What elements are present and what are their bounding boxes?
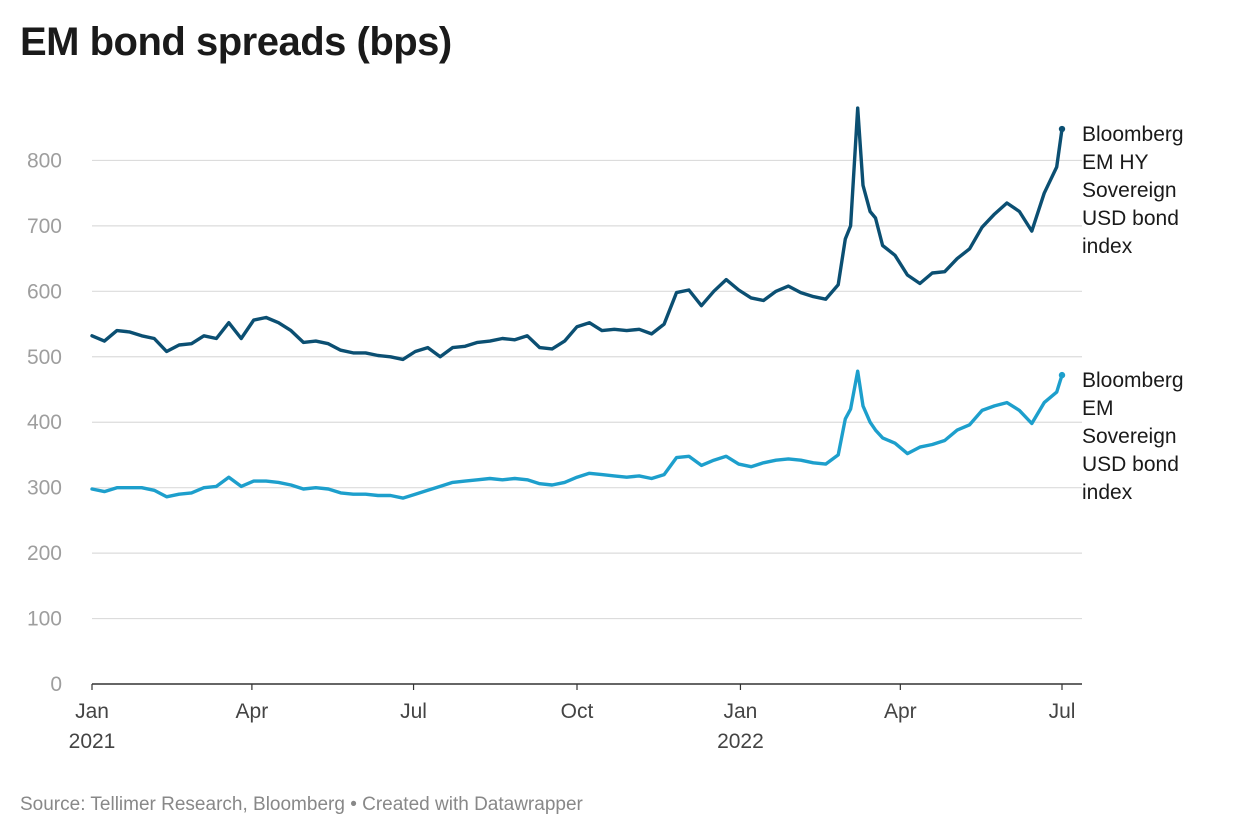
series-label-1-line-3: USD bond — [1082, 453, 1179, 476]
chart-footer: Source: Tellimer Research, Bloomberg • C… — [20, 794, 583, 816]
x-axis-ticks: Jan 2021 Apr Jul Oct Jan 2022 Apr Jul — [69, 684, 1076, 753]
series-lines — [90, 106, 1066, 500]
x-tick-label-1: Apr — [236, 700, 269, 723]
series-label-0-line-0: Bloomberg — [1082, 123, 1184, 146]
x-tick-year-4: 2022 — [717, 730, 764, 753]
series-label-0-line-1: EM HY — [1082, 151, 1149, 174]
chart-title: EM bond spreads (bps) — [20, 20, 452, 64]
series-label-0-line-3: USD bond — [1082, 207, 1179, 230]
series-line-1 — [90, 369, 1064, 500]
series-label-0-line-2: Sovereign — [1082, 179, 1177, 202]
series-label-1-line-1: EM — [1082, 397, 1114, 420]
x-tick-label-2: Jul — [400, 700, 427, 723]
created-with-note: Created with Datawrapper — [362, 794, 583, 815]
y-tick-label-100: 100 — [27, 608, 62, 631]
x-tick-label-6: Jul — [1049, 700, 1076, 723]
y-tick-label-800: 800 — [27, 149, 62, 172]
y-tick-label-600: 600 — [27, 280, 62, 303]
x-tick-label-4: Jan — [724, 700, 758, 723]
series-label-1-line-0: Bloomberg — [1082, 369, 1184, 392]
series-label-0-line-4: index — [1082, 235, 1133, 258]
series-label-1-line-2: Sovereign — [1082, 425, 1177, 448]
series-labels: Bloomberg EM HY Sovereign USD bond index Bloo… — [1082, 123, 1184, 504]
series-line-0 — [90, 106, 1064, 362]
y-tick-label-400: 400 — [27, 411, 62, 434]
series-label-1-line-4: index — [1082, 481, 1133, 504]
y-tick-label-700: 700 — [27, 215, 62, 238]
series-endpoint-0 — [1058, 125, 1066, 133]
y-tick-label-300: 300 — [27, 477, 62, 500]
gridlines — [92, 159, 1082, 620]
x-tick-label-5: Apr — [884, 700, 917, 723]
footer-separator: • — [350, 794, 357, 815]
y-tick-label-200: 200 — [27, 542, 62, 565]
x-tick-label-0: Jan — [75, 700, 109, 723]
x-tick-year-0: 2021 — [69, 730, 116, 753]
x-tick-label-3: Oct — [561, 700, 594, 723]
y-tick-label-500: 500 — [27, 346, 62, 369]
line-chart: 0 100 200 300 400 500 600 700 800 Jan 2021 Apr Jul O… — [27, 106, 1184, 753]
y-tick-label-0: 0 — [50, 673, 62, 696]
source-note: Source: Tellimer Research, Bloomberg — [20, 794, 345, 815]
y-axis-ticks: 0 100 200 300 400 500 600 700 800 — [27, 149, 62, 696]
series-endpoint-1 — [1058, 371, 1066, 379]
